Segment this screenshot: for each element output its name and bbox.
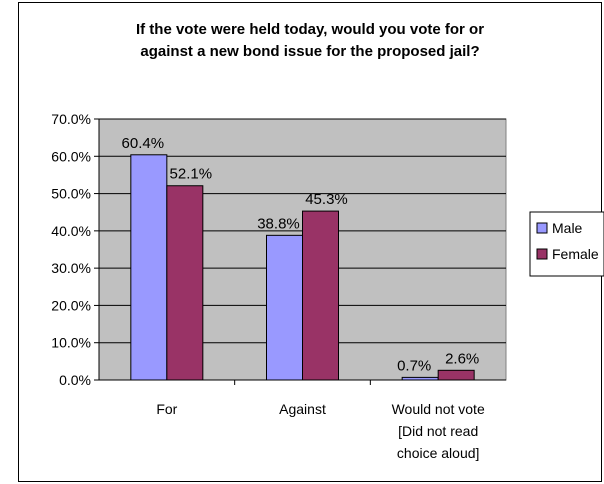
y-tick-label: 70.0% [51, 111, 91, 127]
x-category-label: Would not vote [392, 401, 485, 417]
bar-female-2 [437, 369, 475, 381]
chart-title-line-2: against a new bond issue for the propose… [140, 43, 480, 60]
x-category-label: Against [279, 401, 326, 417]
y-tick-label: 50.0% [51, 186, 91, 202]
y-tick-label: 60.0% [51, 148, 91, 164]
y-tick-label: 20.0% [51, 297, 91, 313]
bar-male-1 [266, 234, 303, 381]
bar-female-0 [166, 185, 204, 381]
y-tick-label: 0.0% [59, 372, 91, 388]
y-tick-label: 40.0% [51, 223, 91, 239]
chart-title-line-1: If the vote were held today, would you v… [135, 21, 485, 38]
y-tick-label: 30.0% [51, 260, 91, 276]
legend-swatch-male [536, 222, 548, 234]
x-category-label: [Did not read [398, 423, 478, 439]
data-label: 45.3% [305, 191, 348, 208]
x-category-label: choice aloud] [397, 445, 480, 461]
data-label: 38.8% [257, 215, 300, 232]
bar-male-2 [401, 376, 439, 381]
legend-label-male: Male [552, 220, 583, 236]
y-tick-label: 10.0% [51, 335, 91, 351]
bar-male-0 [130, 154, 168, 381]
data-label: 0.7% [397, 357, 431, 374]
x-category-label: For [156, 401, 177, 417]
bar-female-1 [302, 210, 339, 381]
data-label: 52.1% [170, 166, 213, 183]
legend-swatch-female [536, 248, 548, 260]
data-label: 60.4% [122, 135, 165, 152]
legend-label-female: Female [552, 246, 599, 262]
data-label: 2.6% [445, 350, 479, 367]
